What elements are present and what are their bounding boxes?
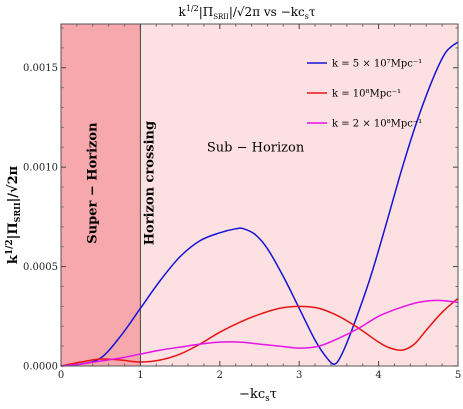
legend-label: k = 2 × 10⁸Mpc⁻¹ <box>332 119 422 130</box>
legend: k = 5 × 10⁷Mpc⁻¹ k = 10⁸Mpc⁻¹ k = 2 × 10⁸M… <box>307 59 422 130</box>
series-line-0 <box>60 41 459 367</box>
x-axis-title: −kcsτ <box>239 387 277 404</box>
x-tick-label: 4 <box>375 370 381 381</box>
y-tick-label: 0.0005 <box>23 262 58 273</box>
super-horizon-label: Super − Horizon <box>86 122 101 244</box>
y-tick-label: 0.0015 <box>23 63 58 74</box>
axis-ticks: 0 1 2 3 4 5 0.0000 0.0005 0.0010 0.0015 <box>23 24 461 381</box>
legend-label: k = 10⁸Mpc⁻¹ <box>332 89 401 100</box>
series-line-2 <box>60 299 459 367</box>
super-horizon-region <box>61 24 141 366</box>
series-line-1 <box>60 297 459 367</box>
y-axis-title: k1/2|ΠSRII|/√2π <box>5 165 22 264</box>
horizon-crossing-label: Horizon crossing <box>142 121 157 245</box>
legend-label: k = 5 × 10⁷Mpc⁻¹ <box>332 59 422 70</box>
plot-frame <box>60 23 459 367</box>
sub-horizon-label: Sub − Horizon <box>207 140 305 155</box>
y-tick-label: 0.0010 <box>23 163 58 174</box>
x-tick-label: 1 <box>137 370 143 381</box>
sub-horizon-region <box>140 24 458 366</box>
x-tick-label: 0 <box>58 370 64 381</box>
y-tick-label: 0.0000 <box>23 362 58 373</box>
x-tick-label: 3 <box>296 370 302 381</box>
chart-title: k1/2|ΠSRII|/√2π vs −kcsτ <box>179 4 316 21</box>
x-tick-label: 5 <box>455 370 461 381</box>
series-group <box>60 41 459 367</box>
x-tick-label: 2 <box>217 370 223 381</box>
